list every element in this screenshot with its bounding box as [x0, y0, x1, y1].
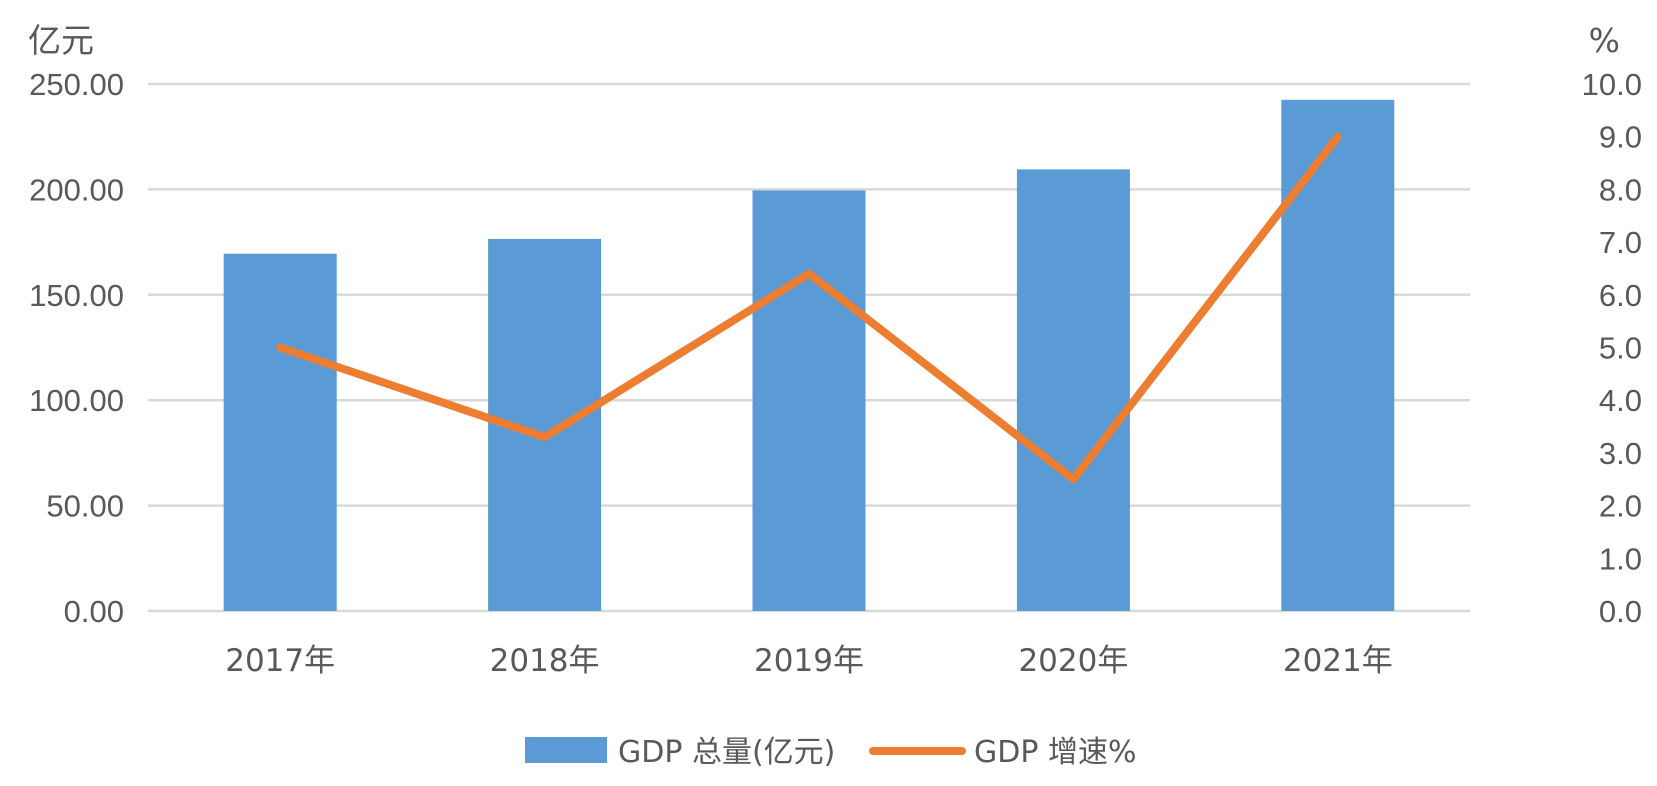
x-axis-tick-label: 2021年	[1283, 643, 1393, 679]
x-axis-tick-label: 2020年	[1018, 643, 1128, 679]
legend-bar-swatch	[525, 737, 607, 763]
legend-bar-label: GDP 总量(亿元)	[618, 735, 835, 770]
right-axis-tick-label: 0.0	[1599, 594, 1642, 629]
right-axis-tick-label: 7.0	[1599, 225, 1642, 260]
left-axis-tick-label: 0.00	[64, 594, 124, 629]
right-axis-tick-label: 1.0	[1599, 541, 1642, 576]
right-axis-tick-label: 6.0	[1599, 278, 1642, 313]
legend-line-label: GDP 增速%	[974, 735, 1136, 770]
line-point	[1334, 133, 1341, 140]
right-axis-unit: %	[1589, 21, 1620, 60]
bar	[752, 190, 866, 612]
x-axis-tick-label: 2018年	[490, 643, 600, 679]
legend: GDP 总量(亿元) GDP 增速%	[525, 735, 1136, 770]
bar	[1281, 99, 1395, 611]
left-axis-unit: 亿元	[28, 21, 94, 60]
right-axis-tick-label: 9.0	[1599, 120, 1642, 155]
x-axis-tick-label: 2017年	[225, 643, 335, 679]
left-axis-tick-label: 200.00	[29, 172, 124, 207]
left-axis-tick-label: 250.00	[29, 67, 124, 102]
x-axis-tick-label: 2019年	[754, 643, 864, 679]
right-axis-tick-label: 10.0	[1582, 67, 1642, 102]
bar	[223, 253, 337, 611]
left-axis-tick-label: 100.00	[29, 383, 124, 418]
bar-series	[223, 99, 1395, 612]
right-axis-tick-label: 3.0	[1599, 436, 1642, 471]
line-point	[806, 270, 812, 277]
right-axis-tick-label: 2.0	[1599, 489, 1642, 524]
line-point	[277, 344, 284, 351]
line-point	[1070, 476, 1077, 483]
bar	[1016, 169, 1130, 611]
axes: 亿元 % 0.00 50.00 100.00 150.00 200.00 250.00 0.…	[28, 21, 1642, 679]
right-axis-tick-label: 5.0	[1599, 331, 1642, 366]
line-point	[541, 434, 548, 441]
left-axis-tick-label: 150.00	[29, 278, 124, 313]
right-axis-tick-label: 4.0	[1599, 383, 1642, 418]
left-axis-tick-label: 50.00	[46, 489, 124, 524]
right-axis-tick-label: 8.0	[1599, 172, 1642, 207]
line-series	[276, 132, 1342, 484]
